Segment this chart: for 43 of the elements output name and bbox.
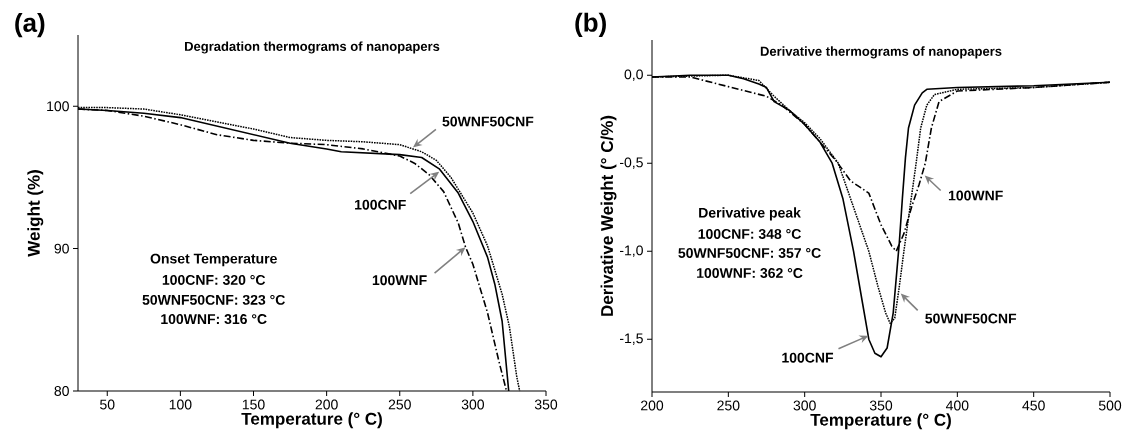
x-tick-label: 250 xyxy=(717,400,740,411)
y-axis-title: Weight (%) xyxy=(27,170,44,257)
annotation: 100WNF: 362 °C xyxy=(697,268,803,278)
x-tick-label: 450 xyxy=(1022,400,1045,411)
x-tick-label: 200 xyxy=(315,399,338,410)
annotation: 50WNF50CNF: 323 °C xyxy=(142,294,285,305)
x-tick-label: 250 xyxy=(388,399,411,410)
annotation: 50WNF50CNF xyxy=(442,116,534,127)
annotation: 50WNF50CNF: 357 °C xyxy=(678,247,821,258)
y-tick-label: -0,5 xyxy=(619,157,643,169)
text: (a) xyxy=(15,12,45,38)
x-tick-label: 300 xyxy=(461,399,485,410)
x-tick-label: 150 xyxy=(242,399,265,410)
x-tick-label: 200 xyxy=(641,400,664,411)
x-axis-title: Temperature (° C) xyxy=(810,413,951,430)
text: (b) xyxy=(575,12,606,37)
y-tick-label: 100 xyxy=(47,101,69,112)
chart-title: Degradation thermograms of nanopapers xyxy=(185,41,440,54)
annotation: 50WNF50CNF xyxy=(925,313,1017,324)
annotation: Onset Temperature xyxy=(150,253,277,267)
chart-title: Derivative thermograms of nanopapers xyxy=(760,46,1002,59)
y-tick-label: 0,0 xyxy=(624,69,643,81)
x-tick-label: 300 xyxy=(793,400,816,411)
y-tick-label: 80 xyxy=(54,386,69,396)
annotation: 100CNF: 320 °C xyxy=(162,274,266,285)
y-axis-title: Derivative Weight (° C/%) xyxy=(600,115,617,316)
annotation: 100WNF: 316 °C xyxy=(161,314,267,325)
x-tick-label: 350 xyxy=(869,400,893,411)
x-tick-label: 50 xyxy=(100,399,115,410)
y-tick-label: -1,5 xyxy=(619,333,643,345)
x-tick-label: 500 xyxy=(1098,400,1122,411)
x-tick-label: 400 xyxy=(945,400,969,411)
annotation: 100CNF: 348 °C xyxy=(698,228,801,239)
annotation: 100WNF xyxy=(948,190,1003,201)
x-axis-title: Temperature (° C) xyxy=(241,412,382,429)
x-tick-label: 350 xyxy=(534,399,558,410)
x-tick-label: 100 xyxy=(169,399,192,410)
y-tick-label: 90 xyxy=(54,243,69,254)
annotation: 100WNF xyxy=(372,275,427,286)
annotation: 100CNF xyxy=(355,199,406,210)
y-tick-label: -1,0 xyxy=(619,245,643,257)
annotation: 100CNF xyxy=(782,352,834,363)
annotation: Derivative peak xyxy=(699,207,801,221)
